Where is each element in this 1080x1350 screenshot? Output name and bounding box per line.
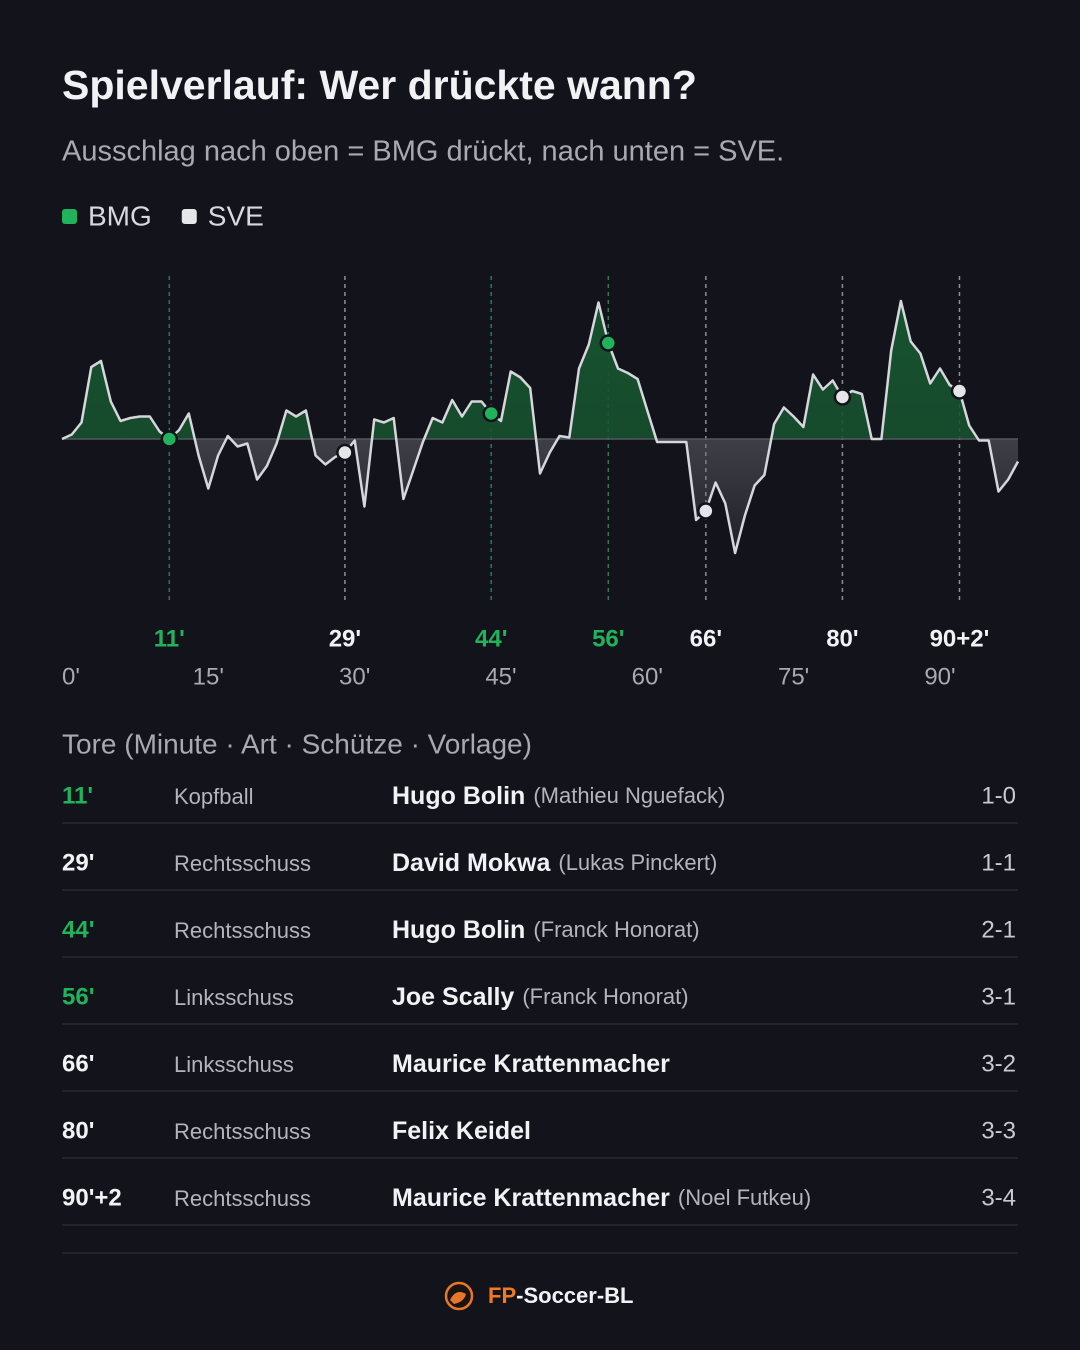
goal-assist: (Franck Honorat) — [533, 917, 699, 942]
goal-label: 56' — [592, 625, 624, 652]
goal-label: 90+2' — [930, 625, 990, 652]
goal-marker — [833, 388, 852, 406]
goal-type: Rechtsschuss — [174, 1186, 311, 1211]
goals-table: 11' Kopfball Hugo Bolin (Mathieu Nguefack) 1… — [62, 782, 1018, 1226]
momentum-line — [61, 299, 1020, 555]
goal-scorer: Maurice Krattenmacher — [392, 1050, 670, 1078]
goal-score: 3-3 — [981, 1117, 1016, 1144]
goal-assist: (Franck Honorat) — [522, 984, 688, 1009]
goal-marker — [482, 404, 500, 423]
goal-minute: 66' — [62, 1050, 94, 1077]
legend-swatch — [62, 209, 77, 224]
x-tick-label: 45' — [485, 663, 516, 690]
goal-marker — [160, 430, 179, 448]
goal-type: Kopfball — [174, 784, 254, 809]
goal-scorer: Felix Keidel — [392, 1117, 531, 1145]
goal-score: 3-1 — [981, 983, 1016, 1010]
goal-score: 1-0 — [981, 782, 1016, 809]
goal-marker — [336, 443, 354, 462]
x-tick-label: 75' — [778, 663, 809, 690]
goal-scorer: Joe Scally — [392, 983, 514, 1011]
goal-scorer: David Mokwa — [392, 849, 551, 877]
area-positive — [62, 301, 1018, 439]
goal-minute: 80' — [62, 1117, 94, 1144]
goal-score: 1-1 — [981, 849, 1016, 876]
goal-score: 3-4 — [981, 1184, 1016, 1211]
goal-player: Maurice Krattenmacher — [392, 1050, 670, 1078]
goal-marker — [599, 334, 618, 352]
brand-prefix: FP — [488, 1283, 516, 1308]
goal-minute: 56' — [62, 983, 94, 1010]
goal-player: Maurice Krattenmacher (Noel Futkeu) — [392, 1184, 811, 1212]
x-tick-label: 0' — [62, 663, 80, 690]
goal-scorer: Hugo Bolin — [392, 916, 525, 944]
goal-player: Hugo Bolin (Mathieu Nguefack) — [392, 782, 725, 810]
chart-subtitle: Ausschlag nach oben = BMG drückt, nach u… — [62, 136, 784, 168]
logo — [444, 1281, 474, 1311]
goal-type: Rechtsschuss — [174, 918, 311, 943]
plot: 11' 29' 44' 56' 66' 80' 90+2' 0' 15' 30' 45' 60' 75'… — [61, 276, 1020, 690]
goal-label: 44' — [475, 625, 507, 652]
goal-marker — [697, 502, 715, 520]
goal-assist: (Mathieu Nguefack) — [533, 783, 725, 808]
goal-minute: 44' — [62, 916, 94, 943]
goal-scorer: Maurice Krattenmacher — [392, 1184, 670, 1212]
goal-type: Linksschuss — [174, 1052, 294, 1077]
x-tick-label: 15' — [193, 663, 224, 690]
goal-score: 2-1 — [981, 916, 1016, 943]
table-title: Tore (Minute · Art · Schütze · Vorlage) — [62, 728, 532, 759]
goal-type: Linksschuss — [174, 985, 294, 1010]
legend-label: SVE — [208, 200, 264, 231]
goal-label: 80' — [826, 625, 858, 652]
goal-player: David Mokwa (Lukas Pinckert) — [392, 849, 717, 877]
goal-minute: 29' — [62, 849, 94, 876]
brand-rest: -Soccer-BL — [516, 1283, 633, 1308]
goal-minute: 11' — [62, 782, 93, 809]
legend-swatch — [181, 209, 197, 224]
goal-type: Rechtsschuss — [174, 1119, 311, 1144]
brand: FP-Soccer-BL — [488, 1283, 633, 1308]
goal-assist: (Lukas Pinckert) — [558, 850, 717, 875]
x-tick-label: 90' — [924, 663, 955, 690]
goal-player: Hugo Bolin (Franck Honorat) — [392, 916, 700, 944]
goal-label: 11' — [154, 625, 185, 652]
goal-label: 29' — [329, 625, 361, 652]
chart-title: Spielverlauf: Wer drückte wann? — [62, 62, 697, 108]
goal-minute: 90'+2 — [62, 1184, 122, 1211]
legend-label: BMG — [88, 200, 152, 231]
area-negative — [62, 439, 1018, 553]
goal-label: 66' — [690, 625, 722, 652]
goal-player: Joe Scally (Franck Honorat) — [392, 983, 689, 1011]
goal-player: Felix Keidel — [392, 1117, 531, 1145]
goal-marker — [950, 382, 969, 400]
x-tick-label: 30' — [339, 663, 370, 690]
goal-score: 3-2 — [981, 1050, 1016, 1077]
logo-mark — [450, 1292, 466, 1304]
x-tick-label: 60' — [632, 663, 663, 690]
goal-type: Rechtsschuss — [174, 851, 311, 876]
goal-scorer: Hugo Bolin — [392, 782, 525, 810]
legend: BMG SVE — [62, 200, 264, 231]
goal-assist: (Noel Futkeu) — [678, 1185, 811, 1210]
